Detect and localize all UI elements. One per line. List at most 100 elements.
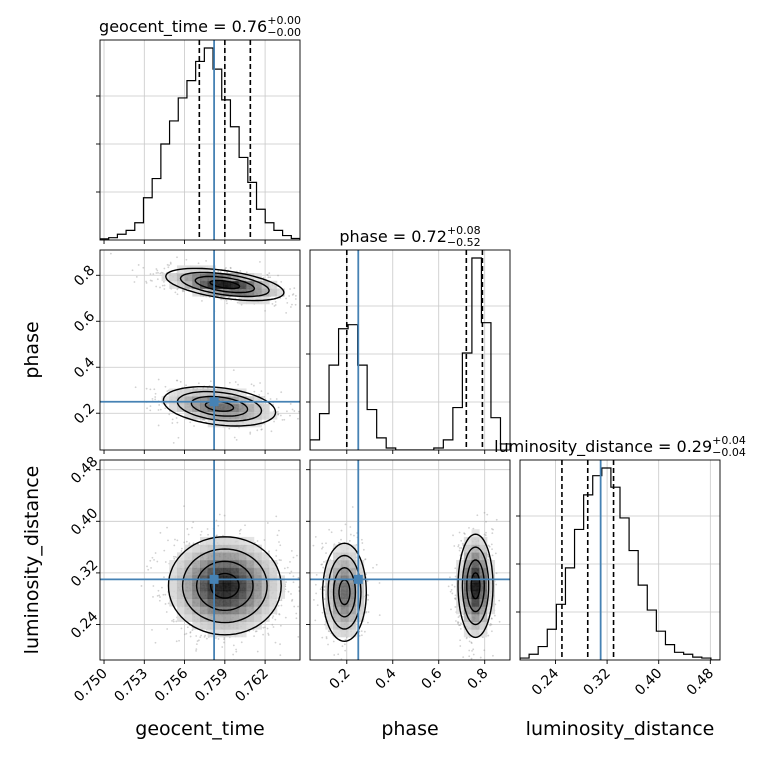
sample-point	[149, 409, 152, 412]
panel-title-phase: phase = 0.72+0.08 −0.52	[339, 224, 480, 249]
sample-point	[166, 526, 168, 529]
sample-point	[186, 528, 189, 530]
sample-point	[154, 398, 157, 401]
density-cell	[253, 552, 262, 561]
sample-point	[228, 296, 231, 299]
sample-point	[495, 518, 498, 521]
sample-point	[289, 288, 291, 290]
sample-point	[249, 432, 252, 435]
sample-point	[167, 539, 169, 542]
density-cell	[471, 529, 480, 538]
sample-point	[263, 395, 266, 398]
sample-point	[218, 513, 221, 516]
sample-point	[195, 648, 198, 651]
sample-point	[335, 297, 337, 299]
density-cell	[169, 583, 178, 592]
sample-point	[237, 383, 239, 386]
density-cell	[253, 598, 262, 607]
sample-point	[456, 621, 459, 624]
density-cell	[215, 560, 224, 569]
sample-point	[226, 302, 228, 305]
sample-point	[457, 616, 460, 619]
density-cell	[471, 613, 480, 622]
density-cell	[200, 552, 209, 561]
sample-point	[275, 398, 278, 400]
density-cell	[246, 403, 255, 412]
sample-point	[322, 566, 325, 569]
sample-point	[289, 561, 291, 563]
sample-point	[498, 599, 501, 602]
density-cell	[340, 621, 349, 630]
sample-point	[256, 650, 259, 653]
sample-point	[292, 293, 295, 295]
sample-point	[489, 624, 491, 627]
density-cell	[348, 583, 357, 592]
sample-point	[235, 650, 238, 653]
sample-point	[321, 636, 324, 639]
density-cell	[169, 560, 178, 569]
density-cell	[215, 598, 224, 607]
density-cell	[169, 273, 178, 282]
density-cell	[253, 280, 262, 289]
density-cell	[246, 536, 255, 546]
density-cell	[169, 598, 178, 607]
sample-point	[323, 598, 326, 600]
sample-point	[239, 270, 242, 272]
density-cell	[230, 621, 239, 630]
contour-line	[209, 572, 240, 599]
density-cell	[176, 567, 186, 576]
sample-point	[171, 619, 173, 622]
density-cell	[238, 552, 247, 561]
density-cell	[200, 560, 209, 569]
density-cell	[340, 544, 349, 553]
sample-point	[454, 597, 456, 600]
density-cell	[340, 598, 349, 607]
sample-point	[197, 262, 200, 265]
sample-point	[279, 414, 282, 417]
density-cell	[246, 590, 255, 599]
density-cell	[207, 403, 216, 412]
density-cell	[192, 621, 201, 630]
density-cell	[238, 403, 247, 412]
x-tick-label-phase: 0.6	[419, 665, 446, 692]
contour-line	[179, 271, 270, 298]
density-cell	[261, 583, 270, 592]
density-cell	[184, 411, 193, 420]
y-tick-label-phase: 0.6	[71, 308, 98, 335]
sample-point	[454, 594, 457, 597]
density-cell	[479, 621, 488, 630]
sample-point	[485, 531, 487, 534]
density-cell	[253, 544, 262, 553]
sample-point	[156, 594, 159, 597]
sample-point	[274, 304, 277, 306]
density-cell	[184, 265, 193, 274]
sample-point	[180, 627, 183, 630]
density-cell	[471, 583, 480, 592]
sample-point	[221, 646, 224, 648]
sample-point	[453, 545, 456, 547]
sample-point	[320, 563, 323, 566]
density-cell	[230, 273, 239, 282]
density-cell	[207, 411, 216, 420]
contour-line	[338, 579, 351, 606]
density-cell	[269, 411, 278, 420]
density-cell	[340, 567, 349, 576]
density-cell	[223, 613, 232, 622]
y-tick-label-phase: 0.4	[71, 354, 98, 381]
density-cell	[246, 621, 255, 630]
sample-point	[490, 617, 493, 620]
sample-point	[153, 388, 156, 391]
density-cell	[348, 552, 357, 561]
density-cell	[333, 560, 342, 569]
density-cell	[479, 544, 488, 553]
sample-point	[164, 593, 167, 596]
contours-phase|luminosity_distance	[321, 533, 494, 643]
density-cell	[223, 419, 232, 428]
density-cell	[269, 590, 278, 599]
sample-point	[233, 436, 236, 439]
sample-point	[323, 561, 325, 563]
density-cell	[223, 590, 232, 599]
density-cell	[325, 583, 334, 592]
x-tick-label-phase: 0.8	[464, 666, 491, 693]
density-cell	[230, 419, 239, 428]
